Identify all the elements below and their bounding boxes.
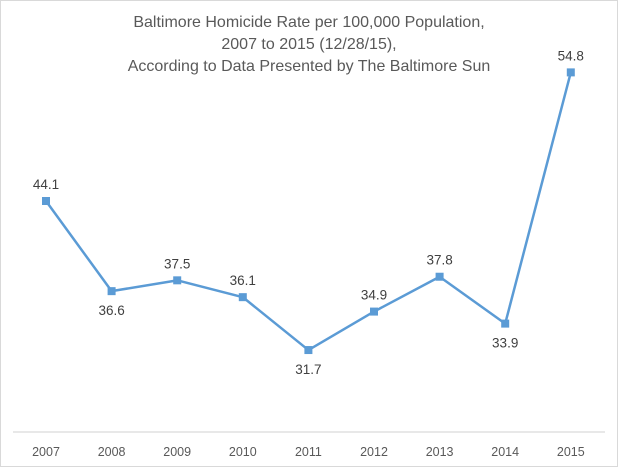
data-point-marker[interactable] bbox=[501, 319, 510, 328]
data-point-marker[interactable] bbox=[42, 197, 50, 205]
data-point-marker[interactable] bbox=[370, 307, 378, 316]
data-label: 37.8 bbox=[426, 253, 452, 268]
data-point-marker[interactable] bbox=[173, 276, 182, 285]
x-tick-label: 2008 bbox=[98, 445, 126, 459]
data-label: 37.5 bbox=[164, 256, 190, 271]
x-tick-label: 2014 bbox=[491, 445, 519, 459]
chart-title: Baltimore Homicide Rate per 100,000 Popu… bbox=[0, 12, 618, 78]
data-point-marker[interactable] bbox=[238, 293, 247, 302]
x-tick-label: 2015 bbox=[557, 445, 585, 459]
x-tick-label: 2007 bbox=[32, 445, 60, 459]
data-label: 36.6 bbox=[98, 303, 124, 318]
chart-title-line-3: According to Data Presented by The Balti… bbox=[127, 58, 491, 75]
data-point-marker[interactable] bbox=[435, 272, 444, 281]
chart-title-line-1: Baltimore Homicide Rate per 100,000 Popu… bbox=[133, 14, 485, 31]
data-series bbox=[42, 68, 575, 355]
x-tick-label: 2010 bbox=[229, 445, 257, 459]
data-label: 36.1 bbox=[230, 273, 256, 288]
data-label: 31.7 bbox=[295, 362, 321, 377]
x-tick-label: 2009 bbox=[163, 445, 191, 459]
x-tick-label: 2011 bbox=[295, 445, 322, 459]
x-tick-label: 2012 bbox=[360, 445, 388, 459]
data-point-marker[interactable] bbox=[107, 287, 116, 296]
data-point-marker[interactable] bbox=[304, 346, 313, 355]
data-label: 33.9 bbox=[492, 336, 518, 351]
data-label: 54.8 bbox=[558, 48, 584, 63]
data-labels: 44.1 36.6 37.5 36.1 31.7 34.9 37.8 33.9 54.8 bbox=[33, 48, 584, 377]
chart-title-line-2: 2007 to 2015 (12/28/15), bbox=[221, 36, 397, 53]
data-label: 34.9 bbox=[361, 288, 387, 303]
data-label: 44.1 bbox=[33, 177, 59, 192]
x-axis-tick-labels: 2007 2008 2009 2010 2011 2012 2013 2014 2015 bbox=[32, 445, 585, 459]
x-tick-label: 2013 bbox=[426, 445, 454, 459]
data-point-marker[interactable] bbox=[566, 68, 575, 77]
